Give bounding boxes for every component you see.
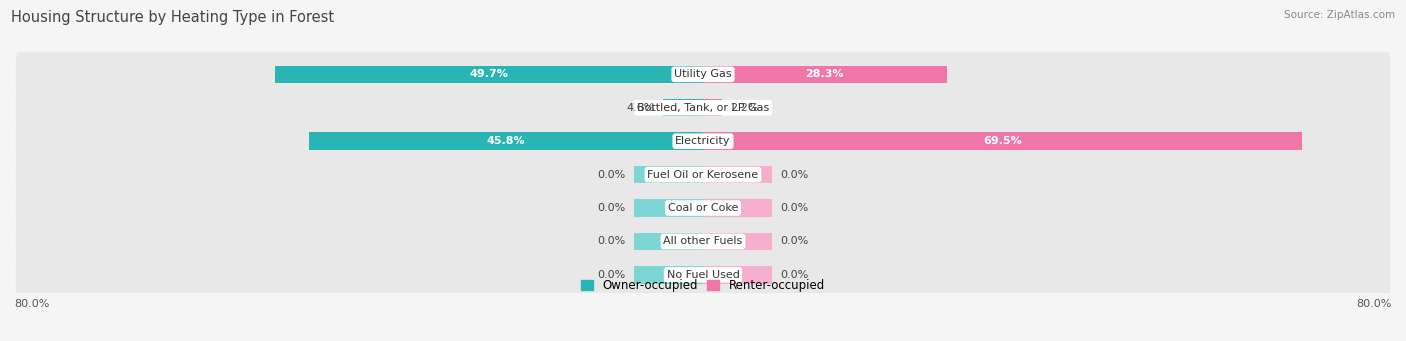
Text: Source: ZipAtlas.com: Source: ZipAtlas.com: [1284, 10, 1395, 20]
FancyBboxPatch shape: [15, 253, 1391, 297]
Bar: [634, 199, 703, 217]
Text: 0.0%: 0.0%: [780, 270, 808, 280]
Text: 80.0%: 80.0%: [1357, 299, 1392, 309]
Bar: [634, 166, 703, 183]
Text: No Fuel Used: No Fuel Used: [666, 270, 740, 280]
Text: All other Fuels: All other Fuels: [664, 236, 742, 247]
Text: 0.0%: 0.0%: [780, 236, 808, 247]
Bar: [703, 166, 772, 183]
Text: 0.0%: 0.0%: [598, 270, 626, 280]
Text: 0.0%: 0.0%: [598, 169, 626, 180]
Bar: [703, 199, 772, 217]
Text: 45.8%: 45.8%: [486, 136, 524, 146]
Legend: Owner-occupied, Renter-occupied: Owner-occupied, Renter-occupied: [581, 279, 825, 292]
Bar: [308, 133, 703, 150]
Text: Bottled, Tank, or LP Gas: Bottled, Tank, or LP Gas: [637, 103, 769, 113]
Text: Fuel Oil or Kerosene: Fuel Oil or Kerosene: [647, 169, 759, 180]
Text: Utility Gas: Utility Gas: [675, 69, 731, 79]
FancyBboxPatch shape: [15, 186, 1391, 230]
Text: 0.0%: 0.0%: [780, 203, 808, 213]
Text: 69.5%: 69.5%: [983, 136, 1022, 146]
Text: 4.6%: 4.6%: [627, 103, 655, 113]
FancyBboxPatch shape: [15, 52, 1391, 97]
Text: 0.0%: 0.0%: [598, 236, 626, 247]
Text: 80.0%: 80.0%: [14, 299, 49, 309]
FancyBboxPatch shape: [15, 219, 1391, 264]
Text: Coal or Coke: Coal or Coke: [668, 203, 738, 213]
Bar: [703, 233, 772, 250]
Bar: [703, 66, 946, 83]
FancyBboxPatch shape: [15, 86, 1391, 130]
Bar: [276, 66, 703, 83]
FancyBboxPatch shape: [15, 119, 1391, 163]
Text: 0.0%: 0.0%: [598, 203, 626, 213]
Text: 2.2%: 2.2%: [731, 103, 759, 113]
Text: 49.7%: 49.7%: [470, 69, 509, 79]
Bar: [664, 99, 703, 117]
Bar: [703, 99, 721, 117]
Bar: [634, 233, 703, 250]
Text: 28.3%: 28.3%: [806, 69, 844, 79]
Text: Housing Structure by Heating Type in Forest: Housing Structure by Heating Type in For…: [11, 10, 335, 25]
Text: Electricity: Electricity: [675, 136, 731, 146]
Bar: [703, 266, 772, 284]
Bar: [703, 133, 1302, 150]
FancyBboxPatch shape: [15, 152, 1391, 197]
Bar: [634, 266, 703, 284]
Text: 0.0%: 0.0%: [780, 169, 808, 180]
